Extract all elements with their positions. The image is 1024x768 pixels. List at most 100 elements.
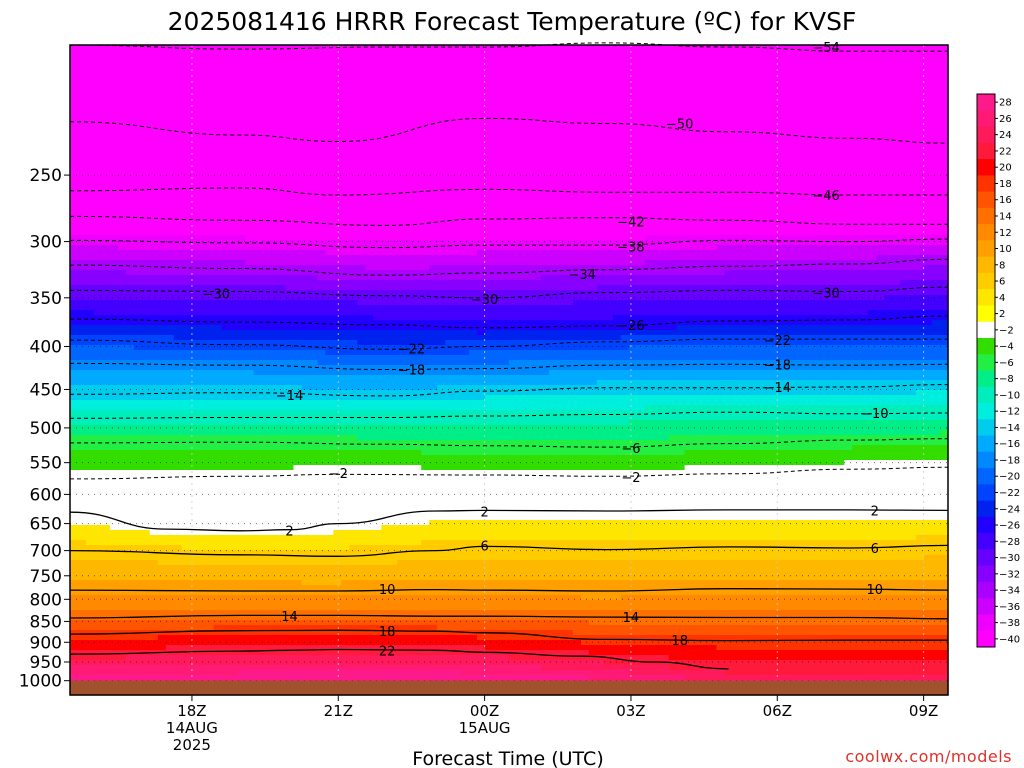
colorbar-swatch xyxy=(977,142,995,160)
isotherm-minus-18 xyxy=(69,362,949,371)
colorbar-swatch xyxy=(977,630,995,648)
x-tick-label: 21Z xyxy=(324,702,353,720)
contour-label: −6 xyxy=(621,442,640,457)
colorbar-label: −22 xyxy=(999,488,1020,499)
contour-label: 18 xyxy=(379,625,396,640)
contour-label: −2 xyxy=(621,471,640,486)
colorbar-label: −40 xyxy=(999,634,1020,645)
colorbar-swatch xyxy=(977,533,995,550)
contour-label: −2 xyxy=(329,467,348,482)
colorbar-swatch xyxy=(977,175,995,193)
isotherm-14 xyxy=(69,614,949,620)
contour-label: 6 xyxy=(871,542,879,557)
y-tick-label: 900 xyxy=(30,633,62,653)
colorbar-label: −18 xyxy=(999,456,1020,467)
isotherm-6 xyxy=(69,544,949,557)
y-tick-label: 800 xyxy=(30,590,62,610)
x-tick-label: 2025 xyxy=(173,736,211,754)
colorbar-label: 12 xyxy=(999,228,1012,239)
colorbar-label: −8 xyxy=(999,374,1014,385)
isotherm-minus-54 xyxy=(69,42,948,52)
temperature-color-fill xyxy=(70,45,949,696)
colorbar-swatch xyxy=(977,110,995,128)
x-tick-label: 06Z xyxy=(763,702,792,720)
contour-label: −54 xyxy=(812,41,839,56)
y-tick-label: 700 xyxy=(30,542,62,562)
y-tick-label: 850 xyxy=(30,612,62,632)
x-axis-label: Forecast Time (UTC) xyxy=(412,748,603,768)
colorbar-swatch xyxy=(977,549,995,567)
contour-label: 2 xyxy=(285,524,293,539)
colorbar-label: −12 xyxy=(999,407,1020,418)
contour-label: −38 xyxy=(617,240,644,255)
contour-label: −30 xyxy=(812,287,839,302)
isotherm-minus-26 xyxy=(69,315,949,329)
colorbar-label: −4 xyxy=(999,342,1014,353)
colorbar-swatch xyxy=(977,598,995,615)
colorbar-label: 20 xyxy=(999,163,1012,174)
ground-layer xyxy=(70,680,948,695)
colorbar-swatch xyxy=(977,403,995,420)
contour-label: 6 xyxy=(480,539,488,554)
colorbar-label: −30 xyxy=(999,553,1020,564)
colorbar-label: −16 xyxy=(999,439,1020,450)
y-tick-label: 500 xyxy=(30,419,62,439)
isotherm-minus-22 xyxy=(69,338,948,350)
colorbar-swatch xyxy=(977,354,995,371)
contour-label: −14 xyxy=(764,381,791,396)
y-tick-label: 350 xyxy=(30,289,62,309)
y-tick-label: 950 xyxy=(30,653,62,673)
colorbar-label: 4 xyxy=(999,293,1005,304)
colorbar-swatch xyxy=(977,159,995,176)
x-tick-label: 03Z xyxy=(616,702,645,720)
isotherm-contours: −54−50−46−42−38−34−30 −30 −30−26−22−22−18−… xyxy=(69,41,949,670)
colorbar-label: 28 xyxy=(999,98,1012,109)
x-tick-label: 00Z xyxy=(470,702,499,720)
y-tick-label: 400 xyxy=(30,338,62,358)
grid-lines xyxy=(70,45,948,695)
isotherm-minus-6 xyxy=(69,438,949,448)
contour-label: 10 xyxy=(867,583,884,598)
isotherm-minus-42 xyxy=(69,215,948,226)
colorbar: 28 26 24 22 20 18 16 14 12 10 8 6 4 2 −2 −4 −6 −8 −10 −12 −1… xyxy=(976,93,1020,648)
colorbar-label: −26 xyxy=(999,521,1020,532)
y-tick-label: 250 xyxy=(30,166,62,186)
colorbar-label: 10 xyxy=(999,244,1012,255)
colorbar-swatch xyxy=(977,565,995,583)
colorbar-label: 6 xyxy=(999,277,1005,288)
y-tick-label: 550 xyxy=(30,454,62,474)
colorbar-label: 18 xyxy=(999,179,1012,190)
colorbar-swatch xyxy=(977,468,995,485)
x-tick-label: 14AUG xyxy=(166,719,218,737)
colorbar-swatch xyxy=(977,126,995,144)
colorbar-swatch xyxy=(977,272,995,290)
credit-link[interactable]: coolwx.com/models xyxy=(845,747,1012,766)
contour-label: −18 xyxy=(398,364,425,379)
y-tick-label: 1000 xyxy=(19,672,62,692)
colorbar-label: −32 xyxy=(999,569,1020,580)
isotherm-minus-50 xyxy=(69,117,949,144)
contour-label: 22 xyxy=(379,644,396,659)
colorbar-swatch xyxy=(977,516,995,534)
contour-label: −50 xyxy=(666,118,693,133)
colorbar-label: −14 xyxy=(999,423,1020,434)
x-tick-label: 15AUG xyxy=(459,719,511,737)
colorbar-label: 2 xyxy=(999,309,1005,320)
colorbar-swatch xyxy=(977,305,995,323)
colorbar-swatch xyxy=(977,240,995,258)
isotherm-minus-46 xyxy=(69,187,948,196)
colorbar-label: −24 xyxy=(999,504,1020,515)
colorbar-label: −6 xyxy=(999,358,1014,369)
y-tick-label: 300 xyxy=(30,233,62,253)
isotherm-minus-30 xyxy=(69,286,949,299)
colorbar-label: 22 xyxy=(999,146,1012,157)
colorbar-swatch xyxy=(977,451,995,469)
colorbar-label: 16 xyxy=(999,195,1012,206)
contour-label: −42 xyxy=(617,216,644,231)
colorbar-swatch xyxy=(977,581,995,599)
y-axis-ticks: 2503003504004505005506006507007508008509… xyxy=(19,166,70,692)
colorbar-label: −10 xyxy=(999,390,1020,401)
contour-label: −30 xyxy=(471,293,498,308)
